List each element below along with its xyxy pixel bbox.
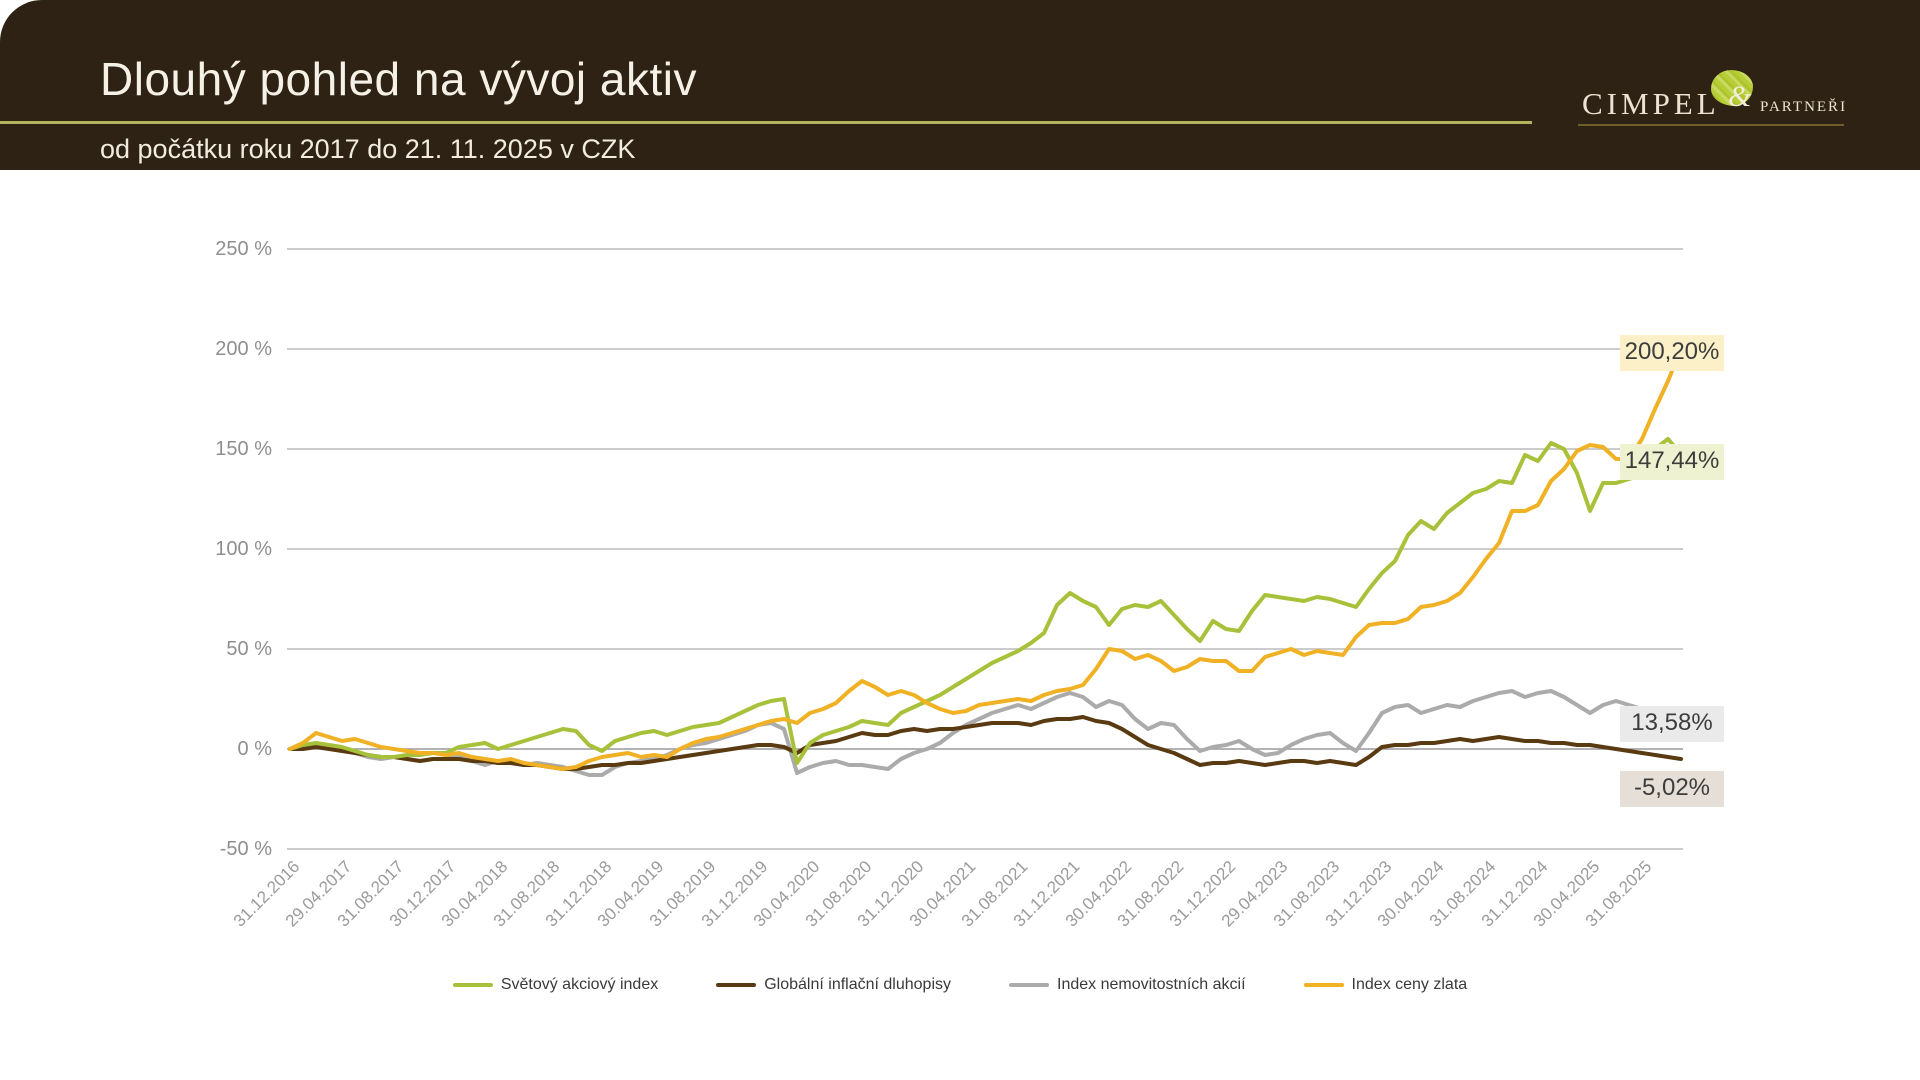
legend-item-3: Index ceny zlata (1303, 976, 1468, 994)
y-tick-50: 50 % (226, 638, 272, 660)
y-tick-200: 200 % (215, 338, 272, 360)
legend-item-0: Světový akciový index (452, 976, 659, 994)
legend-swatch-icon (1009, 983, 1049, 987)
end-label-0: 147,44% (1620, 444, 1724, 481)
chart-legend: Světový akciový index Globální inflační d… (0, 976, 1920, 994)
logo-ampersand: & (1728, 80, 1752, 113)
series-line-1 (288, 715, 1683, 771)
y-tick--50: -50 % (219, 838, 272, 860)
chart-area: 250 % 200 % 150 % 100 % 50 % 0 % -50 % 31.12.2… (0, 170, 1920, 1080)
logo-leaf-blob-icon (1711, 70, 1753, 106)
logo-partners-text: PARTNEŘI (1760, 99, 1848, 115)
y-tick-0: 0 % (237, 738, 272, 760)
legend-item-1: Globální inflační dluhopisy (716, 976, 951, 994)
page-title: Dlouhý pohled na vývoj aktiv (100, 53, 697, 105)
legend-swatch-icon (1303, 983, 1344, 987)
y-tick-100: 100 % (215, 538, 272, 560)
end-label-2: 13,58% (1620, 705, 1724, 742)
end-label-1: -5,02% (1620, 771, 1724, 808)
y-tick-150: 150 % (215, 438, 272, 460)
logo-cimpel-partneri: CIMPEL & PARTNEŘI (1578, 68, 1850, 128)
logo-underline (1578, 124, 1844, 126)
legend-swatch-icon (716, 983, 757, 987)
legend-label: Světový akciový index (500, 976, 659, 993)
legend-label: Globální inflační dluhopisy (764, 976, 951, 993)
logo-company-name: CIMPEL (1582, 86, 1720, 121)
y-tick-250: 250 % (215, 238, 272, 260)
page-subtitle: od počátku roku 2017 do 21. 11. 2025 v C… (100, 134, 636, 164)
legend-item-2: Index nemovitostních akcií (1009, 976, 1246, 994)
legend-label: Index nemovitostních akcií (1057, 976, 1246, 993)
title-underline (0, 121, 1532, 124)
series-line-0 (288, 437, 1683, 765)
legend-label: Index ceny zlata (1351, 976, 1468, 993)
end-label-3: 200,20% (1620, 334, 1724, 371)
header: Dlouhý pohled na vývoj aktiv od počátku … (0, 0, 1920, 170)
series-line-3 (288, 346, 1683, 771)
line-chart (287, 248, 1683, 850)
legend-swatch-icon (452, 983, 493, 987)
